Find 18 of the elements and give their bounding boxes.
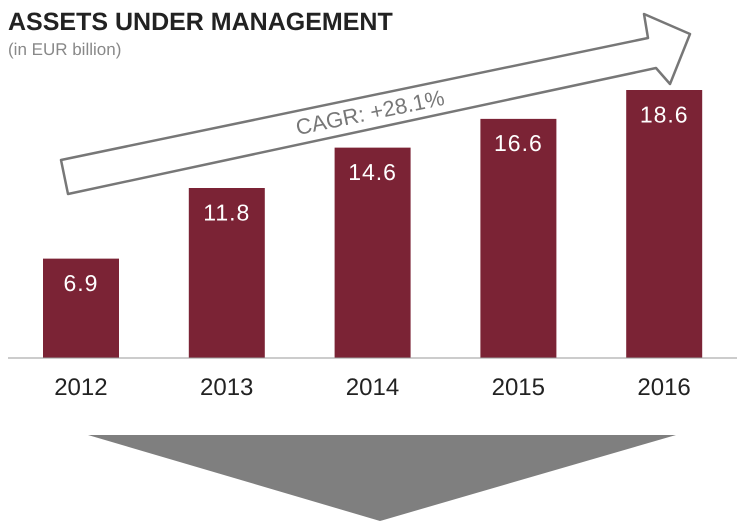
x-tick-label: 2015 [492, 374, 545, 402]
chart-subtitle: (in EUR billion) [8, 40, 122, 60]
data-label: 11.8 [203, 199, 250, 226]
annotation: CAGR: +28.1% [294, 84, 447, 140]
bar [480, 118, 556, 358]
x-tick-label: 2013 [200, 374, 254, 402]
chart-title: ASSETS UNDER MANAGEMENT [8, 8, 393, 37]
data-label: 18.6 [640, 101, 689, 128]
x-tick-label: 2016 [637, 374, 691, 402]
bar [43, 258, 119, 358]
x-tick-label: 2014 [346, 374, 400, 402]
data-label: 16.6 [494, 130, 543, 156]
data-label: 6.9 [64, 270, 98, 296]
bar [334, 148, 411, 358]
bar [626, 90, 702, 358]
x-tick-label: 2012 [54, 374, 108, 402]
bar [188, 188, 265, 358]
data-label: 14.6 [348, 158, 397, 185]
